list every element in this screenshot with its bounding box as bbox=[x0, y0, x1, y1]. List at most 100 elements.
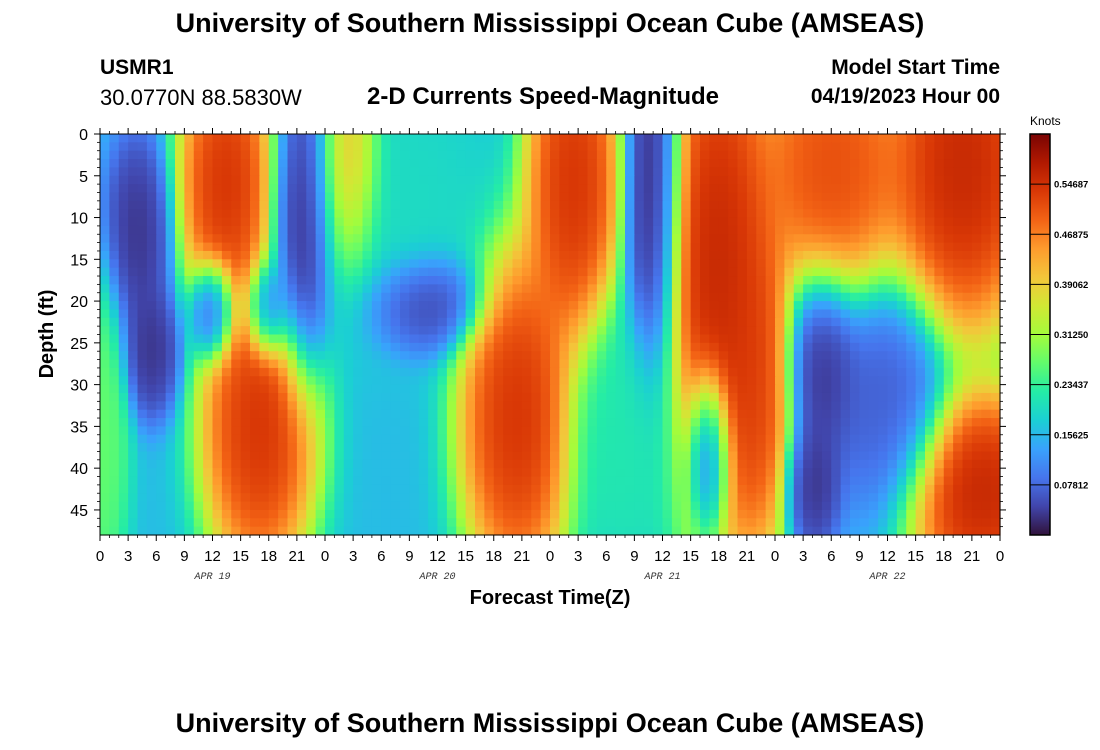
heatmap-cell bbox=[531, 342, 542, 352]
heatmap-cell bbox=[240, 259, 251, 269]
heatmap-cell bbox=[493, 134, 504, 143]
heatmap-cell bbox=[812, 225, 823, 235]
heatmap-cell bbox=[990, 526, 1001, 536]
heatmap-cell bbox=[203, 200, 214, 210]
heatmap-cell bbox=[193, 409, 204, 419]
heatmap-cell bbox=[400, 309, 410, 319]
heatmap-cell bbox=[156, 401, 167, 411]
heatmap-cell bbox=[409, 376, 420, 386]
heatmap-cell bbox=[653, 493, 664, 503]
heatmap-cell bbox=[653, 526, 664, 536]
heatmap-cell bbox=[953, 518, 964, 528]
heatmap-cell bbox=[512, 518, 523, 528]
heatmap-cell bbox=[878, 267, 889, 277]
heatmap-cell bbox=[175, 443, 185, 453]
heatmap-cell bbox=[531, 250, 542, 260]
heatmap-cell bbox=[278, 493, 289, 503]
heatmap-cell bbox=[606, 134, 617, 143]
heatmap-cell bbox=[250, 317, 260, 327]
heatmap-cell bbox=[334, 509, 345, 519]
heatmap-cell bbox=[390, 326, 401, 336]
heatmap-cell bbox=[971, 234, 982, 244]
heatmap-cell bbox=[831, 326, 842, 336]
heatmap-cell bbox=[278, 476, 289, 486]
heatmap-cell bbox=[681, 234, 692, 244]
heatmap-cell bbox=[146, 426, 157, 436]
heatmap-cell bbox=[859, 476, 870, 486]
heatmap-cell bbox=[625, 401, 635, 411]
heatmap-cell bbox=[203, 292, 214, 302]
heatmap-cell bbox=[643, 443, 654, 453]
heatmap-cell bbox=[531, 493, 542, 503]
heatmap-cell bbox=[475, 317, 485, 327]
heatmap-cell bbox=[746, 468, 757, 478]
heatmap-cell bbox=[353, 376, 364, 386]
heatmap-cell bbox=[268, 209, 279, 219]
heatmap-cell bbox=[821, 484, 832, 494]
heatmap-cell bbox=[456, 242, 467, 252]
heatmap-cell bbox=[371, 384, 382, 394]
heatmap-cell bbox=[803, 134, 814, 143]
heatmap-cell bbox=[681, 476, 692, 486]
heatmap-cell bbox=[315, 518, 326, 528]
heatmap-cell bbox=[325, 518, 335, 528]
heatmap-cell bbox=[728, 359, 739, 369]
heatmap-cell bbox=[578, 242, 589, 252]
heatmap-cell bbox=[859, 234, 870, 244]
heatmap-cell bbox=[906, 476, 917, 486]
heatmap-cell bbox=[737, 209, 748, 219]
heatmap-cell bbox=[203, 150, 214, 160]
heatmap-cell bbox=[521, 150, 532, 160]
heatmap-cell bbox=[915, 250, 926, 260]
heatmap-cell bbox=[962, 484, 973, 494]
heatmap-cell bbox=[568, 434, 579, 444]
heatmap-cell bbox=[662, 242, 673, 252]
heatmap-cell bbox=[831, 367, 842, 377]
heatmap-cell bbox=[756, 184, 767, 194]
heatmap-cell bbox=[906, 484, 917, 494]
heatmap-cell bbox=[943, 250, 954, 260]
heatmap-cell bbox=[437, 225, 448, 235]
heatmap-cell bbox=[240, 334, 251, 344]
heatmap-cell bbox=[343, 484, 354, 494]
heatmap-cell bbox=[334, 284, 345, 294]
heatmap-cell bbox=[821, 134, 832, 143]
heatmap-cell bbox=[512, 159, 523, 169]
heatmap-cell bbox=[540, 225, 551, 235]
heatmap-cell bbox=[484, 134, 495, 143]
heatmap-cell bbox=[643, 225, 654, 235]
heatmap-cell bbox=[615, 351, 626, 361]
heatmap-cell bbox=[840, 426, 851, 436]
heatmap-cell bbox=[212, 426, 223, 436]
heatmap-cell bbox=[381, 309, 392, 319]
heatmap-cell bbox=[118, 134, 129, 143]
heatmap-cell bbox=[381, 443, 392, 453]
heatmap-cell bbox=[896, 217, 907, 227]
heatmap-cell bbox=[118, 426, 129, 436]
heatmap-cell bbox=[634, 443, 645, 453]
heatmap-cell bbox=[400, 392, 410, 402]
heatmap-cell bbox=[671, 476, 682, 486]
heatmap-cell bbox=[259, 175, 270, 185]
heatmap-cell bbox=[437, 200, 448, 210]
heatmap-cell bbox=[165, 326, 176, 336]
heatmap-cell bbox=[465, 409, 476, 419]
heatmap-cell bbox=[156, 334, 167, 344]
heatmap-cell bbox=[221, 409, 232, 419]
heatmap-cell bbox=[896, 509, 907, 519]
heatmap-cell bbox=[737, 459, 748, 469]
heatmap-cell bbox=[118, 292, 129, 302]
heatmap-cell bbox=[634, 284, 645, 294]
heatmap-cell bbox=[990, 301, 1001, 311]
heatmap-cell bbox=[353, 317, 364, 327]
heatmap-cell bbox=[915, 242, 926, 252]
heatmap-cell bbox=[943, 309, 954, 319]
heatmap-cell bbox=[221, 426, 232, 436]
heatmap-cell bbox=[250, 259, 260, 269]
heatmap-cell bbox=[437, 526, 448, 536]
heatmap-cell bbox=[475, 401, 485, 411]
heatmap-cell bbox=[559, 426, 570, 436]
heatmap-cell bbox=[662, 301, 673, 311]
heatmap-cell bbox=[803, 342, 814, 352]
heatmap-cell bbox=[212, 217, 223, 227]
